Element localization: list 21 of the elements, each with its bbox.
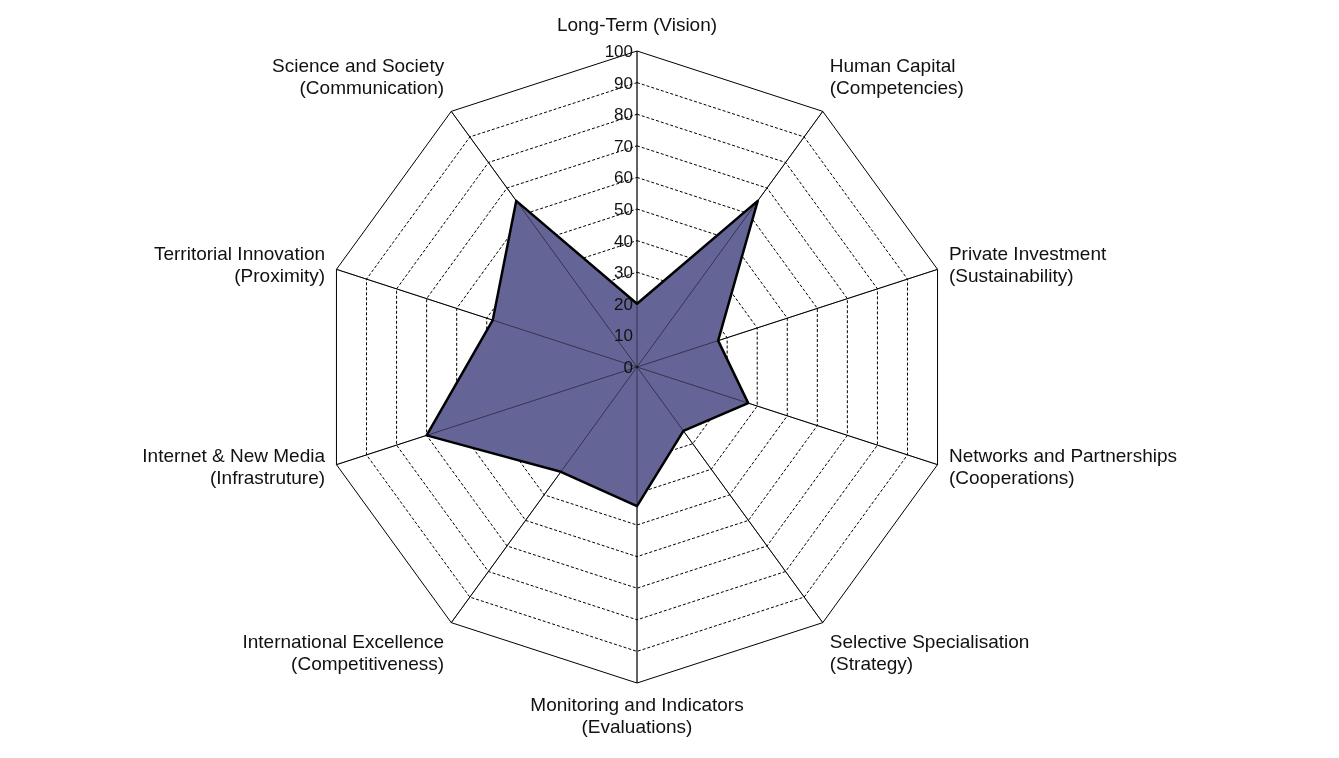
- y-tick-label: 90: [614, 73, 633, 93]
- y-tick-label: 50: [614, 200, 633, 219]
- spoke-label: Private Investment (Sustainability): [948, 242, 1108, 286]
- y-tick-label: 70: [614, 136, 633, 156]
- spoke-label: Science and Society (Communication): [272, 54, 445, 98]
- y-tick-label: 80: [614, 105, 633, 125]
- spoke-label: Territorial Innovation (Proximity): [153, 242, 326, 286]
- y-tick-label: 20: [614, 294, 633, 314]
- y-tick-label: 10: [614, 326, 633, 346]
- spoke-label: Selective Specialisation (Strategy): [829, 631, 1030, 675]
- y-tick-label: 60: [614, 168, 633, 188]
- y-tick-label: 0: [623, 358, 633, 377]
- y-tick-label: 40: [614, 231, 633, 251]
- y-tick-label: 30: [614, 263, 633, 283]
- spoke-label: Networks and Partnerships (Cooperations): [948, 445, 1178, 489]
- y-tick-label: 100: [604, 42, 633, 61]
- spoke-label: Internet & New Media (Infrastruture): [142, 445, 326, 489]
- spoke-label: Human Capital (Competencies): [829, 54, 964, 98]
- spoke-label: Long-Term (Vision): [556, 14, 718, 35]
- spoke-label: International Excellence (Competitiveness): [242, 631, 445, 675]
- spoke-label: Monitoring and Indicators (Evaluations): [530, 694, 744, 737]
